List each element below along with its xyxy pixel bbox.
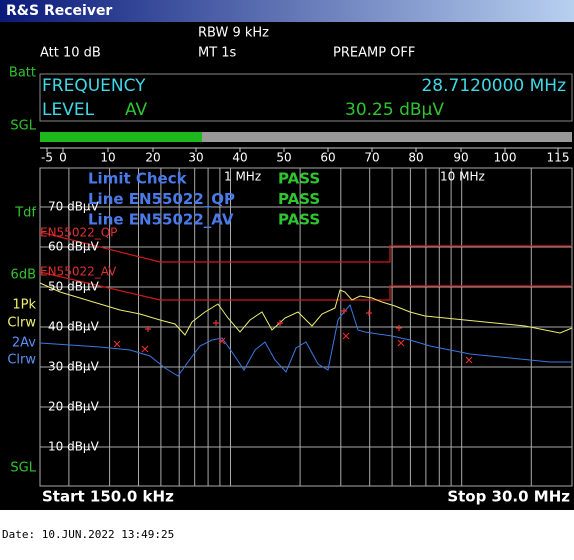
side-label: 1Pk [12,298,36,313]
y-label: 70 dBµV [48,200,100,214]
side-label: Clrw [7,353,36,368]
side-label: 6dB [11,268,36,283]
frequency-value: 28.7120000 MHz [421,76,566,96]
y-label: 40 dBµV [48,320,100,334]
mt: MT 1s [198,46,237,61]
side-label: 2Av [12,336,36,351]
freq-marker: 1 MHz [224,170,261,184]
frequency-label: FREQUENCY [42,76,146,96]
scale-label: 10 [100,151,115,165]
side-label: SGL [10,461,36,476]
side-label: Tdf [14,206,36,221]
scale-label: 90 [453,151,468,165]
scale-label: 0 [59,151,67,165]
limit-check-result: PASS [278,190,320,208]
y-label: 20 dBµV [48,400,100,414]
scale-label: 80 [408,151,423,165]
preamp: PREAMP OFF [333,46,415,61]
att: Att 10 dB [40,46,101,61]
scale-label: 30 [188,151,203,165]
y-label: 30 dBµV [48,360,100,374]
window-title: R&S Receiver [6,3,112,19]
limit-check-result: PASS [278,211,320,229]
scale-label: 20 [145,151,160,165]
limit-qp [39,231,572,263]
limit-av [39,271,572,301]
limit-label: EN55022_AV [40,265,117,279]
level-bar [40,132,202,142]
limit-check-name: Line EN55022_QP [88,190,235,208]
limit-check-name: Limit Check [88,170,188,188]
level-bar-bg [40,132,572,142]
scale-label: 40 [232,151,247,165]
readout-box [39,73,573,122]
scale-label: 60 [320,151,335,165]
detector: AV [125,100,148,120]
limit-check-result: PASS [278,170,320,188]
limit-label: EN55022_QP [40,226,117,240]
y-label: 10 dBµV [48,440,100,454]
trace-peak [39,282,573,336]
stop-frequency: Stop 30.0 MHz [447,488,570,506]
scale-label: 100 [494,151,517,165]
start-frequency: Start 150.0 kHz [42,488,174,506]
side-label: Clrw [7,316,36,331]
trace-average [39,303,572,377]
scale-label: -5 [41,151,53,165]
scale-label: 70 [364,151,379,165]
scale-label: 50 [276,151,291,165]
scale-label: 115 [547,151,570,165]
side-label: Batt [9,66,36,81]
y-label: 50 dBµV [48,280,100,294]
freq-marker: 10 MHz [440,170,485,184]
title-bar [0,0,574,22]
markers [113,308,473,364]
date: Date: 10.JUN.2022 13:49:25 [2,528,174,541]
level-label: LEVEL [42,100,95,120]
y-label: 60 dBµV [48,240,100,254]
rbw: RBW 9 kHz [198,26,269,41]
level-value: 30.25 dBµV [345,100,444,120]
side-label: SGL [10,119,36,134]
limit-check-name: Line EN55022_AV [88,211,234,229]
